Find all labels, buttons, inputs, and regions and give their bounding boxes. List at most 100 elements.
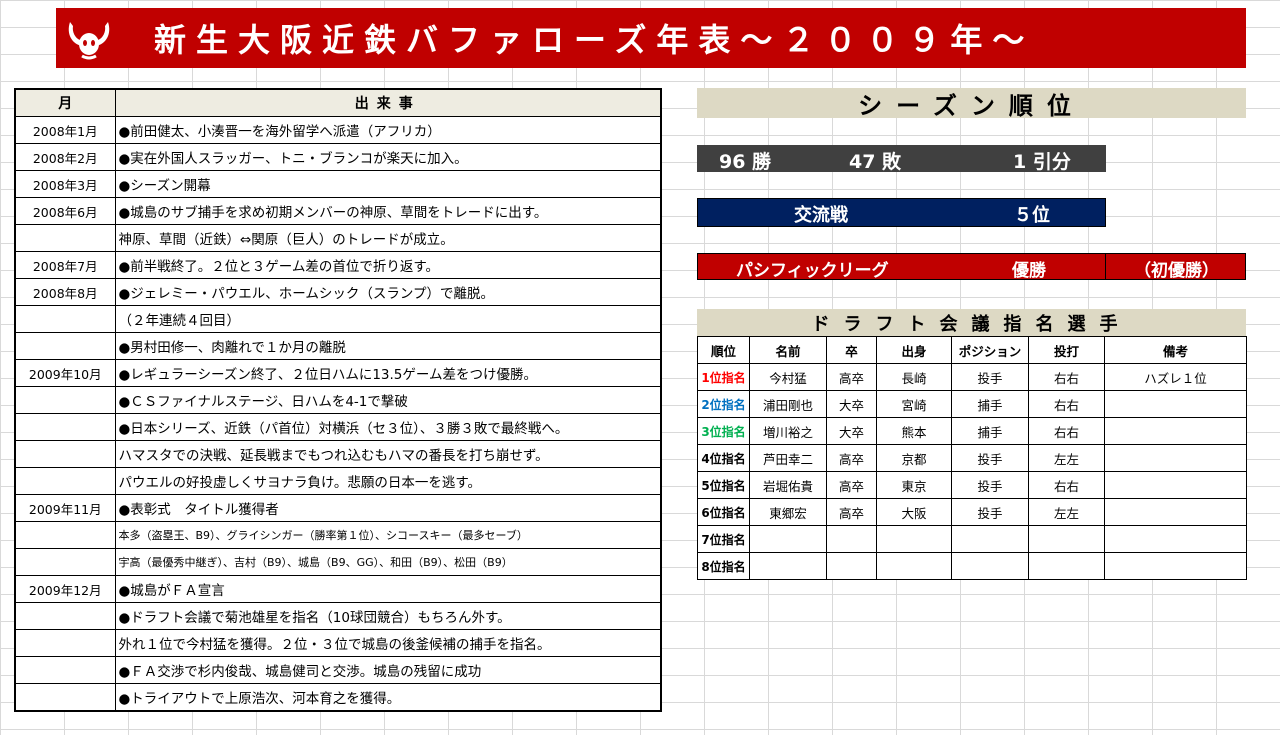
- draft-column-header: 順位: [697, 336, 750, 364]
- table-row: ●日本シリーズ、近鉄（パ首位）対横浜（セ３位）、３勝３敗で最終戦へ。: [14, 413, 662, 441]
- table-row: 1位指名 今村猛 高卒 長崎 投手 右右 ハズレ１位: [697, 363, 1247, 391]
- draft-name-cell: 芦田幸二: [749, 444, 827, 472]
- draft-bats-cell: 右右: [1028, 390, 1105, 418]
- draft-bats-cell: [1028, 525, 1105, 553]
- draft-position-cell: 投手: [951, 363, 1029, 391]
- event-header: 出来事: [114, 88, 662, 117]
- event-text-cell: ●ドラフト会議で菊池雄星を指名（10球団競合）もちろん外す。: [114, 602, 662, 630]
- draft-grad-cell: 高卒: [826, 498, 877, 526]
- table-row: 2008年1月 ●前田健太、小湊晋一を海外留学へ派遣（アフリカ）: [14, 116, 662, 144]
- event-month-cell: [14, 467, 116, 495]
- table-row: 4位指名 芦田幸二 高卒 京都 投手 左左: [697, 444, 1247, 472]
- table-row: 2008年2月 ●実在外国人スラッガー、トニ・ブランコが楽天に加入。: [14, 143, 662, 171]
- event-month-cell: [14, 521, 116, 549]
- event-text-cell: ●表彰式 タイトル獲得者: [114, 494, 662, 522]
- event-text-cell: ●男村田修一、肉離れで１か月の離脱: [114, 332, 662, 360]
- event-text-cell: 外れ１位で今村猛を獲得。２位・３位で城島の後釜候補の捕手を指名。: [114, 629, 662, 657]
- draft-column-header: 備考: [1104, 336, 1247, 364]
- draft-position-cell: [951, 525, 1029, 553]
- table-row: 2008年8月 ●ジェレミー・パウエル、ホームシック（スランプ）で離脱。: [14, 278, 662, 306]
- draft-name-cell: 今村猛: [749, 363, 827, 391]
- draft-grad-cell: 大卒: [826, 390, 877, 418]
- season-standings-heading: シーズン順位: [697, 88, 1246, 120]
- events-table: 月 出来事 2008年1月 ●前田健太、小湊晋一を海外留学へ派遣（アフリカ） 200…: [14, 88, 662, 712]
- table-row: 3位指名 増川裕之 大卒 熊本 捕手 右右: [697, 417, 1247, 445]
- draft-origin-cell: 熊本: [876, 417, 952, 445]
- table-row: 2009年10月 ●レギュラーシーズン終了、２位日ハムに13.5ゲーム差をつけ優勝…: [14, 359, 662, 387]
- table-row: 2位指名 浦田剛也 大卒 宮崎 捕手 右右: [697, 390, 1247, 418]
- event-month-cell: 2008年8月: [14, 278, 116, 306]
- table-row: （２年連続４回目）: [14, 305, 662, 333]
- draft-grad-cell: [826, 525, 877, 553]
- table-row: ●トライアウトで上原浩次、河本育之を獲得。: [14, 683, 662, 712]
- draft-origin-cell: 京都: [876, 444, 952, 472]
- draws-value: 1 引分: [1013, 151, 1071, 173]
- draft-name-cell: [749, 525, 827, 553]
- draft-column-header: 投打: [1028, 336, 1105, 364]
- table-row: 2009年11月 ●表彰式 タイトル獲得者: [14, 494, 662, 522]
- draft-column-header: 卒: [826, 336, 877, 364]
- draft-name-cell: 東郷宏: [749, 498, 827, 526]
- event-month-cell: 2009年12月: [14, 575, 116, 603]
- draft-rank-cell: 2位指名: [697, 390, 750, 418]
- event-text-cell: ハマスタでの決戦、延長戦までもつれ込むもハマの番長を打ち崩せず。: [114, 440, 662, 468]
- league-result: 優勝: [1012, 261, 1046, 281]
- event-text-cell: 宇高（最優秀中継ぎ）、吉村（B9）、城島（B9、GG）、和田（B9）、松田（B9…: [114, 548, 662, 576]
- draft-note-cell: [1104, 444, 1247, 472]
- draft-bats-cell: 右右: [1028, 417, 1105, 445]
- table-row: ハマスタでの決戦、延長戦までもつれ込むもハマの番長を打ち崩せず。: [14, 440, 662, 468]
- draft-note-cell: [1104, 417, 1247, 445]
- event-text-cell: ●前半戦終了。２位と３ゲーム差の首位で折り返す。: [114, 251, 662, 279]
- draft-note-cell: ハズレ１位: [1104, 363, 1247, 391]
- draft-rank-cell: 7位指名: [697, 525, 750, 553]
- event-text-cell: パウエルの好投虚しくサヨナラ負け。悲願の日本一を逃す。: [114, 467, 662, 495]
- event-text-cell: ●レギュラーシーズン終了、２位日ハムに13.5ゲーム差をつけ優勝。: [114, 359, 662, 387]
- table-row: 神原、草間（近鉄）⇔関原（巨人）のトレードが成立。: [14, 224, 662, 252]
- draft-rank-cell: 6位指名: [697, 498, 750, 526]
- draft-name-cell: 浦田剛也: [749, 390, 827, 418]
- event-text-cell: ●城島がＦＡ宣言: [114, 575, 662, 603]
- event-month-cell: [14, 656, 116, 684]
- event-text-cell: ●日本シリーズ、近鉄（パ首位）対横浜（セ３位）、３勝３敗で最終戦へ。: [114, 413, 662, 441]
- event-month-cell: [14, 386, 116, 414]
- draft-note-cell: [1104, 525, 1247, 553]
- page-title: 新生大阪近鉄バファローズ年表～２００９年～: [154, 21, 1035, 59]
- event-text-cell: ●前田健太、小湊晋一を海外留学へ派遣（アフリカ）: [114, 116, 662, 144]
- event-month-cell: 2008年3月: [14, 170, 116, 198]
- draft-bats-cell: 左左: [1028, 498, 1105, 526]
- draft-position-cell: [951, 552, 1029, 580]
- pacific-league-bar: パシフィックリーグ 優勝 （初優勝）: [697, 253, 1246, 281]
- draft-note-cell: [1104, 552, 1247, 580]
- table-row: 5位指名 岩堀佑貴 高卒 東京 投手 右右: [697, 471, 1247, 499]
- interleague-label: 交流戦: [794, 205, 848, 226]
- league-label: パシフィックリーグ: [736, 261, 889, 281]
- draft-origin-cell: 宮崎: [876, 390, 952, 418]
- draft-origin-cell: 長崎: [876, 363, 952, 391]
- draft-position-cell: 捕手: [951, 390, 1029, 418]
- event-text-cell: （２年連続４回目）: [114, 305, 662, 333]
- draft-column-header: ポジション: [951, 336, 1029, 364]
- draft-name-cell: 岩堀佑貴: [749, 471, 827, 499]
- event-month-cell: [14, 332, 116, 360]
- table-row: ●男村田修一、肉離れで１か月の離脱: [14, 332, 662, 360]
- league-note: （初優勝）: [1134, 261, 1219, 281]
- draft-rank-cell: 3位指名: [697, 417, 750, 445]
- draft-note-cell: [1104, 390, 1247, 418]
- event-month-cell: 2009年11月: [14, 494, 116, 522]
- draft-position-cell: 投手: [951, 471, 1029, 499]
- buffalo-horns-icon: [60, 13, 118, 63]
- event-text-cell: ●城島のサブ捕手を求め初期メンバーの神原、草間をトレードに出す。: [114, 197, 662, 225]
- divider: [1105, 254, 1106, 279]
- event-text-cell: 本多（盗塁王、B9）、グライシンガー（勝率第１位）、シコースキー（最多セーブ）: [114, 521, 662, 549]
- draft-grad-cell: 高卒: [826, 363, 877, 391]
- draft-table: 順位 名前卒出身 ポジション 投打 備考 1位指名 今村猛 高卒 長崎 投手 右右 ハズレ１位 2位指…: [697, 336, 1247, 580]
- event-month-cell: [14, 305, 116, 333]
- draft-bats-cell: 右右: [1028, 471, 1105, 499]
- season-record-bar: 96 勝 47 敗 1 引分: [697, 145, 1106, 173]
- draft-name-cell: 増川裕之: [749, 417, 827, 445]
- draft-position-cell: 投手: [951, 444, 1029, 472]
- table-row: 6位指名 東郷宏 高卒 大阪 投手 左左: [697, 498, 1247, 526]
- draft-column-header: 名前: [749, 336, 827, 364]
- interleague-bar: 交流戦 ５位: [697, 198, 1106, 227]
- event-text-cell: ●シーズン開幕: [114, 170, 662, 198]
